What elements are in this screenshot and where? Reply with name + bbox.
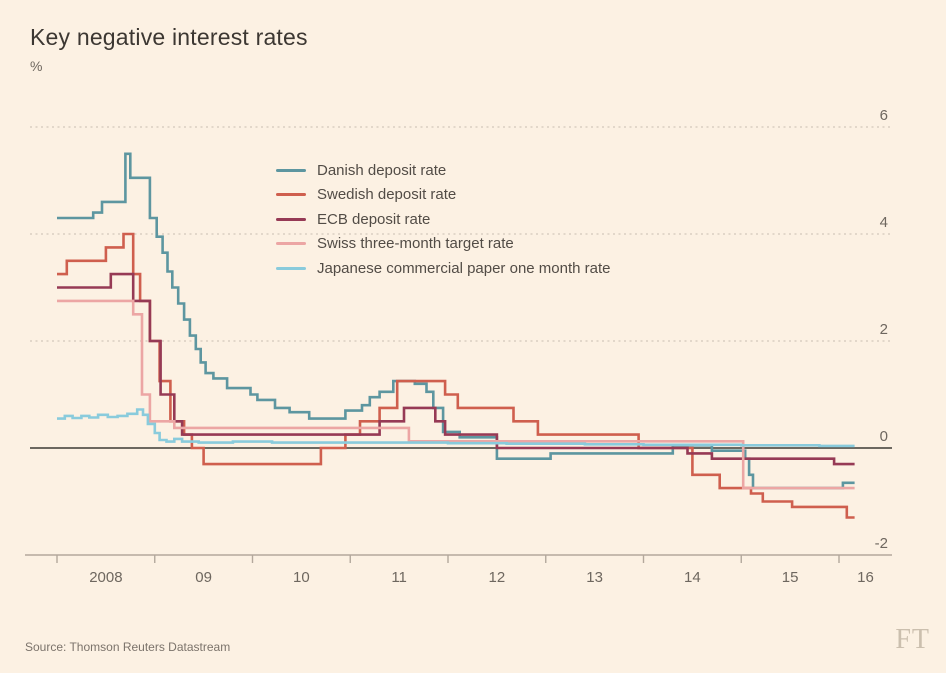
legend-item: Danish deposit rate [276,158,611,183]
legend-swatch [276,168,306,172]
legend-swatch [276,266,306,270]
x-axis-label: 09 [195,569,212,586]
x-axis-label: 10 [293,569,310,586]
chart-title: Key negative interest rates [30,24,308,50]
source-note: Source: Thomson Reuters Datastream [25,640,231,654]
x-axis-label: 11 [391,569,407,586]
legend-swatch [276,242,306,246]
chart-legend: Danish deposit rate Swedish deposit rate E… [276,158,611,281]
x-axis-label: 16 [857,569,874,586]
x-axis-label: 12 [489,569,506,586]
legend-item: Swedish deposit rate [276,183,611,208]
legend-swatch [276,193,306,197]
series-line [57,408,855,448]
legend-label: Japanese commercial paper one month rate [317,259,611,277]
legend-item: ECB deposit rate [276,207,611,232]
ft-logo: FT [895,624,930,655]
x-axis-label: 14 [684,569,701,586]
series-line [57,272,855,466]
y-axis-label: 6 [880,107,888,124]
legend-label: ECB deposit rate [317,210,431,228]
legend-label: Swedish deposit rate [317,186,457,204]
legend-label: Swiss three-month target rate [317,235,514,253]
series-line [57,152,855,490]
y-axis-unit-label: % [30,58,43,74]
y-axis-label: 4 [880,214,888,231]
series-line [57,299,855,490]
legend-label: Danish deposit rate [317,161,447,179]
x-axis-label: 13 [586,569,603,586]
x-axis-label: 2008 [89,569,122,586]
y-axis-label: 0 [880,428,888,445]
legend-item: Swiss three-month target rate [276,232,611,257]
y-axis-label: 2 [880,321,888,338]
y-axis-label: -2 [875,535,888,552]
x-axis-label: 15 [782,569,799,586]
legend-swatch [276,217,306,221]
legend-item: Japanese commercial paper one month rate [276,256,611,281]
